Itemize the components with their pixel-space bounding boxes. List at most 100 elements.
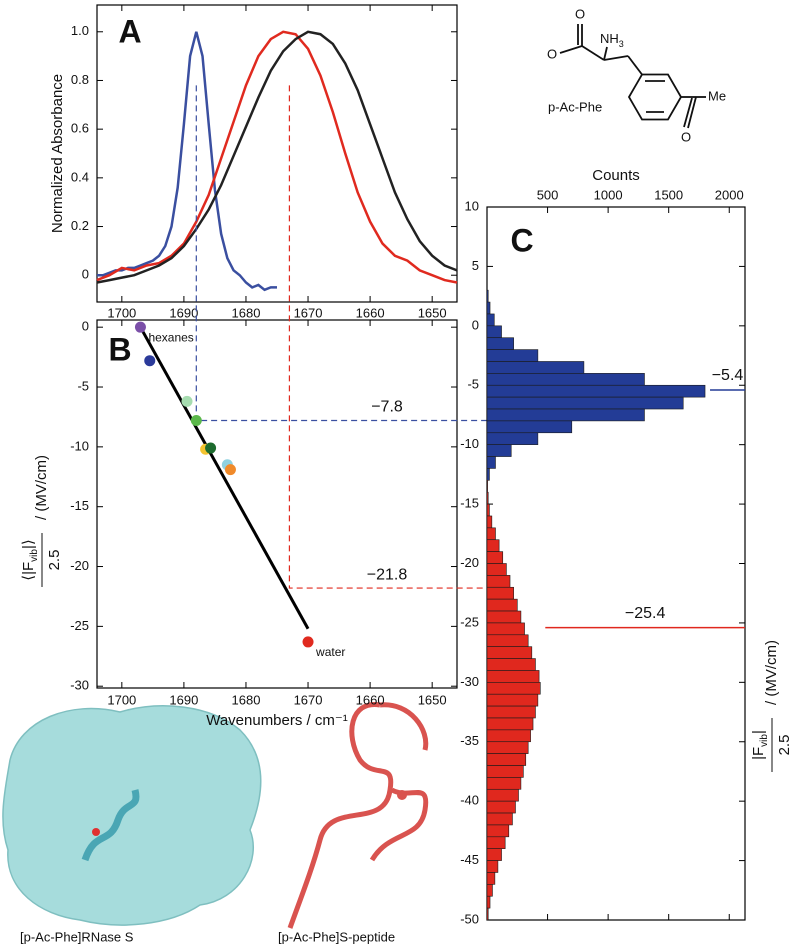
histogram-bar [486, 432, 539, 445]
y-tick-label: -50 [460, 911, 479, 926]
label-part: vib [29, 549, 40, 562]
histogram-bar [486, 563, 507, 576]
histogram-bar [486, 860, 499, 873]
x-tick-label: 1670 [294, 692, 323, 707]
x-tick-label: 1650 [418, 692, 447, 707]
histogram-bar [486, 753, 527, 766]
probe-atom [92, 828, 100, 836]
histogram-bar [486, 836, 506, 849]
y-axis-label: ⟨|Fvib|⟩ 2.5 / (MV/cm) [20, 455, 63, 587]
y-tick-label: 0.4 [71, 169, 89, 184]
bond [603, 46, 608, 61]
label-numerator: ⟨|Fvib|⟩ [20, 539, 40, 580]
y-tick-label: -10 [460, 436, 479, 451]
histogram-bar [486, 325, 502, 339]
y-tick-label: -40 [460, 793, 479, 808]
y-tick-label: -5 [467, 377, 479, 392]
x-tick-label: 1500 [654, 187, 683, 202]
x-tick-label: 1690 [169, 305, 198, 320]
y-tick-label: -10 [70, 438, 89, 453]
histogram-bar [486, 503, 490, 517]
bond [603, 55, 629, 61]
plot-frame [96, 4, 458, 303]
panel-label: B [108, 331, 131, 367]
histogram-bar [486, 575, 511, 588]
atom-label: O [681, 129, 691, 144]
histogram-bar [486, 301, 491, 315]
y-tick-label: -25 [70, 618, 89, 633]
histogram-bar [486, 646, 533, 659]
histogram-bar [486, 788, 519, 802]
histogram-bar [486, 480, 488, 493]
histogram-bar [486, 884, 493, 897]
label-part: |⟩ [20, 539, 37, 549]
histogram-bar [486, 777, 522, 790]
y-tick-label: 0.6 [71, 121, 89, 136]
y-tick-label: -15 [70, 498, 89, 513]
histogram-bar [486, 408, 645, 422]
spectrum-line [96, 30, 458, 284]
x-tick-label: 1650 [418, 305, 447, 320]
histogram-bar [486, 872, 496, 885]
y-tick-label: -30 [70, 678, 89, 693]
guide-line [288, 85, 487, 589]
peptide-ribbon [287, 702, 429, 929]
spectrum-line [97, 31, 277, 292]
histogram-bar [486, 693, 539, 707]
plot-frame [486, 206, 746, 921]
spectrum-line [96, 30, 458, 284]
histogram-bar [486, 812, 513, 826]
histogram-bar [486, 824, 510, 838]
x-axis-label: Counts [592, 167, 640, 184]
histogram-bar [486, 420, 573, 434]
y-axis-label: |Fvib| 2.5 / (MV/cm) [750, 640, 793, 772]
molecule-name: p-Ac-Phe [548, 99, 602, 114]
guide-label: −21.8 [367, 566, 408, 583]
label-part: | [750, 730, 767, 734]
fit-line [139, 326, 310, 630]
histogram-bar [486, 622, 525, 636]
x-tick-label: 1660 [356, 692, 385, 707]
histogram-bar [486, 682, 541, 695]
plot-frame [96, 319, 458, 689]
histogram-bar [486, 907, 489, 921]
label-numerator: |Fvib| [750, 730, 770, 760]
histogram-bar [486, 634, 529, 647]
histogram-bar [486, 848, 502, 861]
y-tick-label: 0 [82, 319, 89, 334]
atom-label: O [547, 46, 557, 61]
y-tick-label: -35 [460, 733, 479, 748]
bond [683, 97, 693, 128]
x-tick-label: 500 [537, 187, 559, 202]
histogram-bar [486, 289, 489, 303]
histogram-bar [486, 551, 504, 564]
label-part: |F [750, 747, 767, 760]
scatter-point [205, 442, 217, 454]
histogram-bar [486, 527, 496, 541]
y-tick-label: 5 [472, 258, 479, 273]
x-tick-label: 1000 [594, 187, 623, 202]
scatter-point [181, 395, 193, 407]
bond [687, 96, 697, 129]
histogram-bar [486, 895, 491, 909]
scatter-point [144, 355, 156, 367]
histogram-bar [486, 705, 536, 719]
histogram-bar [486, 337, 514, 350]
point-label: hexanes [148, 330, 193, 344]
y-tick-label: -25 [460, 614, 479, 629]
y-tick-label: -15 [460, 496, 479, 511]
molecule [559, 24, 706, 129]
histogram-bar [486, 586, 514, 600]
histogram-bar [486, 373, 645, 386]
x-tick-label: 1660 [356, 305, 385, 320]
histogram-bar [486, 515, 493, 529]
x-tick-label: 1700 [107, 692, 136, 707]
histogram-bar [486, 539, 500, 552]
label-part: vib [759, 734, 770, 747]
y-tick-label: 10 [465, 198, 479, 213]
image-caption: [p-Ac-Phe]RNase S [20, 929, 134, 944]
point-label: water [315, 645, 345, 659]
label-denominator: 2.5 [776, 735, 793, 756]
probe-atom [397, 790, 407, 800]
